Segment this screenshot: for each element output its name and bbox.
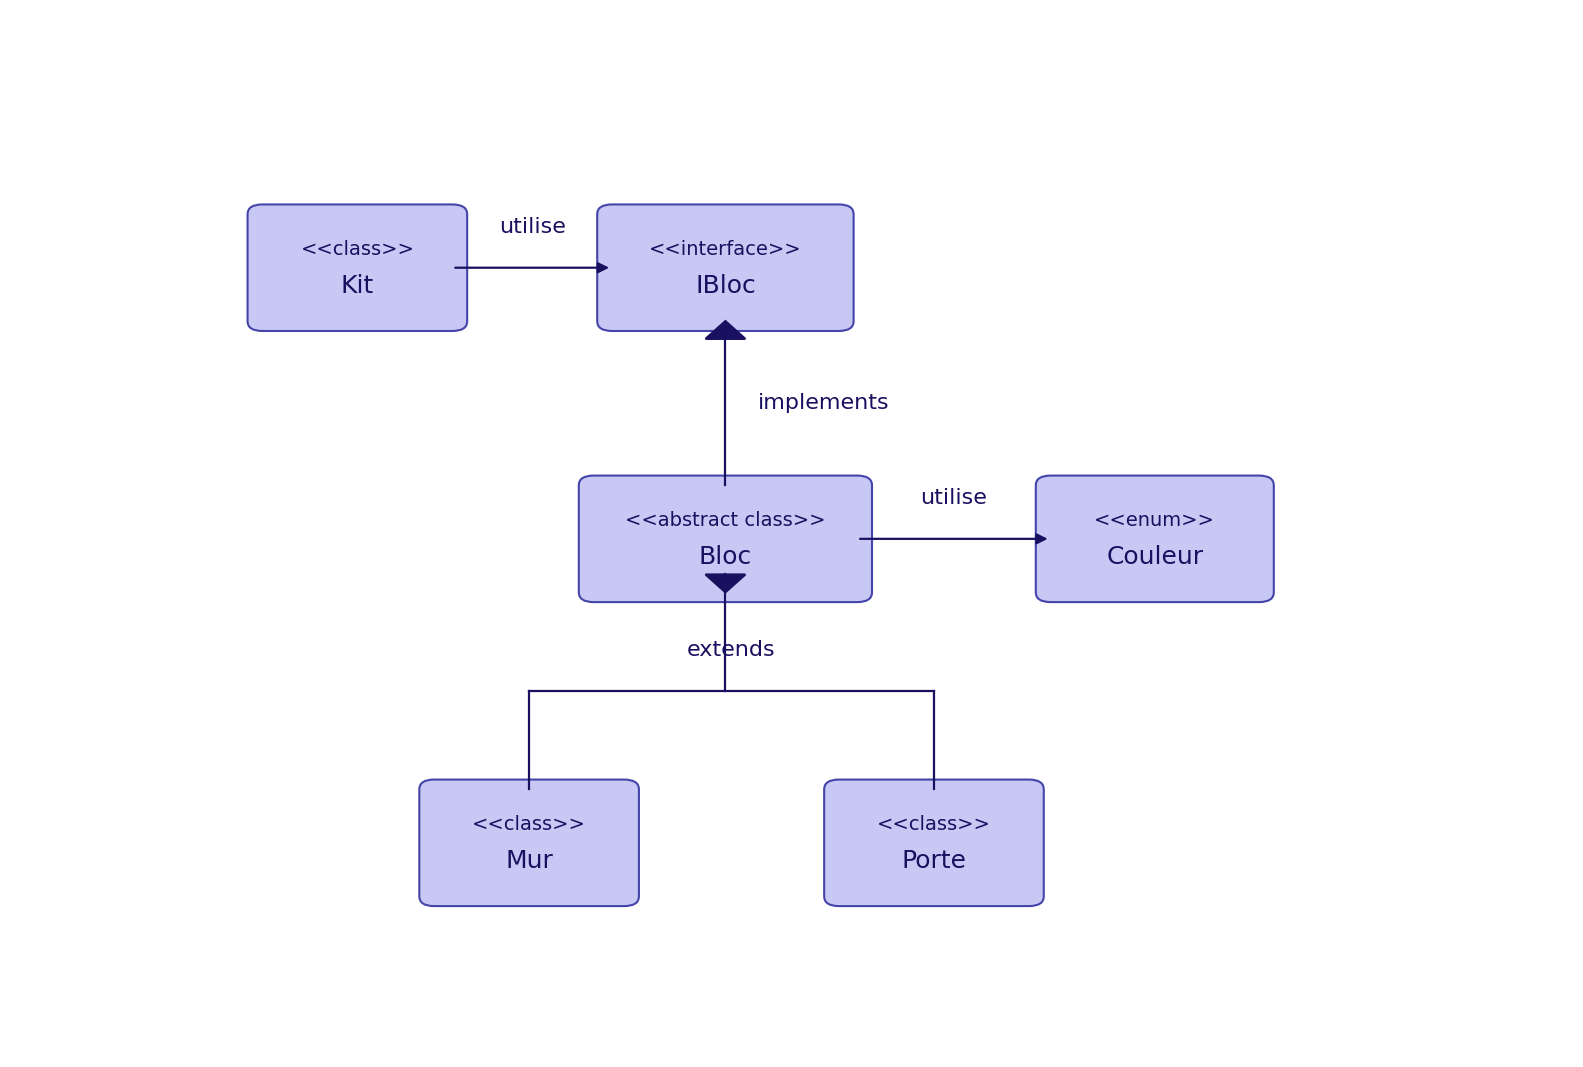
FancyBboxPatch shape — [597, 205, 853, 331]
Text: <<enum>>: <<enum>> — [1094, 511, 1216, 530]
Polygon shape — [706, 321, 746, 339]
Text: <<abstract class>>: <<abstract class>> — [625, 511, 826, 530]
Text: Bloc: Bloc — [698, 545, 752, 569]
FancyBboxPatch shape — [419, 780, 640, 906]
Text: Mur: Mur — [505, 849, 552, 873]
Text: Kit: Kit — [340, 274, 374, 298]
FancyBboxPatch shape — [825, 780, 1043, 906]
Polygon shape — [706, 574, 746, 592]
FancyBboxPatch shape — [1035, 476, 1274, 602]
Text: <<class>>: <<class>> — [472, 815, 586, 834]
Text: <<interface>>: <<interface>> — [649, 240, 801, 259]
Text: IBloc: IBloc — [695, 274, 755, 298]
Text: Porte: Porte — [901, 849, 967, 873]
Text: extends: extends — [687, 640, 776, 659]
Text: utilise: utilise — [499, 217, 565, 237]
Text: <<class>>: <<class>> — [877, 815, 991, 834]
Text: utilise: utilise — [920, 488, 988, 508]
FancyBboxPatch shape — [247, 205, 467, 331]
Text: Couleur: Couleur — [1107, 545, 1203, 569]
Text: implements: implements — [758, 394, 890, 413]
FancyBboxPatch shape — [579, 476, 872, 602]
Text: <<class>>: <<class>> — [301, 240, 415, 259]
